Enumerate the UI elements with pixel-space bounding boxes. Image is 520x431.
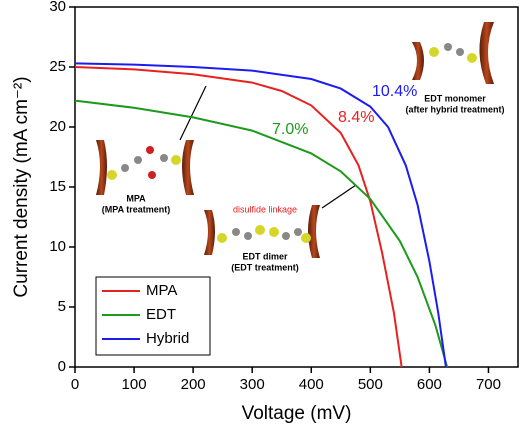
- y-tick-label: 20: [49, 118, 66, 135]
- annotation: (after hybrid treatment): [405, 104, 504, 114]
- y-tick-label: 0: [58, 358, 66, 375]
- annotation: EDT dimer: [242, 251, 288, 261]
- annotation: (MPA treatment): [102, 204, 171, 214]
- y-axis-title: Current density (mA cm⁻²): [11, 76, 32, 297]
- annotation: MPA: [126, 193, 146, 203]
- legend-label: EDT: [146, 306, 176, 323]
- y-tick-label: 10: [49, 238, 66, 255]
- x-tick-label: 0: [71, 376, 79, 393]
- series-line: [74, 99, 449, 368]
- legend-label: MPA: [146, 282, 177, 299]
- x-tick-label: 100: [122, 376, 147, 393]
- annotation: 8.4%: [338, 109, 374, 126]
- annotation: disulfide linkage: [233, 204, 297, 214]
- molecule-graphics: [96, 22, 494, 258]
- x-tick-label: 700: [476, 376, 501, 393]
- x-axis-title: Voltage (mV): [242, 403, 352, 424]
- x-tick-label: 200: [181, 376, 206, 393]
- series-line: [74, 62, 447, 368]
- y-tick-label: 30: [49, 0, 66, 15]
- y-tick-label: 15: [49, 178, 66, 195]
- x-tick-label: 300: [240, 376, 265, 393]
- x-tick-label: 600: [417, 376, 442, 393]
- annotation: (EDT treatment): [231, 262, 299, 272]
- annotation: EDT monomer: [424, 93, 486, 103]
- x-tick-label: 400: [299, 376, 324, 393]
- series-line: [74, 66, 403, 368]
- legend-label: Hybrid: [146, 330, 189, 347]
- x-tick-label: 500: [358, 376, 383, 393]
- y-tick-label: 25: [49, 58, 66, 75]
- annotation: 10.4%: [372, 83, 417, 100]
- annotation: 7.0%: [272, 121, 308, 138]
- y-tick-label: 5: [58, 298, 66, 315]
